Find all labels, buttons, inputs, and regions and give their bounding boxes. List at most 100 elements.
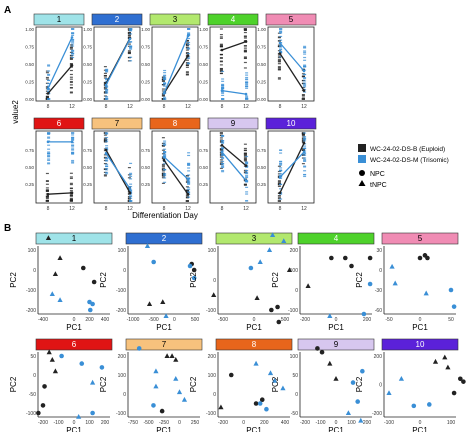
data-tick bbox=[243, 57, 247, 59]
y-tick-label: 0 bbox=[123, 268, 126, 274]
facet-strip-4 bbox=[207, 13, 259, 26]
point-tnpc bbox=[49, 357, 55, 362]
data-tick bbox=[45, 187, 49, 189]
data-tick bbox=[219, 67, 223, 70]
data-tick bbox=[163, 151, 167, 153]
point-npc bbox=[187, 263, 193, 269]
data-tick bbox=[163, 181, 167, 183]
data-tick bbox=[47, 152, 51, 155]
point-npc bbox=[40, 403, 46, 408]
line-facet-2: 2 1.00 0.75 0.50 0.25 0.00 8 12 bbox=[83, 13, 143, 110]
point-npc bbox=[191, 267, 197, 273]
data-tick bbox=[219, 57, 223, 59]
facet-label-2: 2 bbox=[115, 15, 120, 24]
data-tick bbox=[221, 166, 225, 169]
data-tick bbox=[69, 48, 73, 50]
series-point bbox=[46, 87, 50, 90]
data-tick bbox=[303, 59, 307, 61]
data-tick bbox=[71, 50, 75, 52]
data-tick bbox=[47, 158, 51, 160]
series-point bbox=[244, 92, 248, 96]
series-point bbox=[128, 187, 132, 191]
series-point bbox=[302, 150, 306, 154]
data-tick bbox=[277, 77, 281, 79]
data-tick bbox=[187, 33, 191, 35]
data-tick bbox=[219, 137, 223, 139]
data-tick bbox=[129, 47, 133, 49]
y-tick-label: 1.00 bbox=[141, 27, 150, 32]
data-tick bbox=[219, 149, 223, 151]
data-tick bbox=[71, 149, 75, 151]
data-tick bbox=[161, 166, 165, 168]
data-tick bbox=[277, 66, 281, 68]
data-tick bbox=[243, 49, 247, 51]
y-tick-label: 0.25 bbox=[83, 182, 92, 187]
point-npc bbox=[417, 255, 423, 261]
data-tick bbox=[103, 72, 107, 74]
data-tick bbox=[161, 88, 165, 90]
data-tick bbox=[245, 85, 249, 88]
series-point bbox=[162, 158, 166, 162]
data-tick bbox=[303, 66, 307, 68]
data-tick bbox=[221, 163, 225, 165]
data-tick bbox=[69, 73, 73, 76]
data-tick bbox=[69, 80, 73, 83]
data-tick bbox=[277, 197, 281, 199]
x-tick-label: -50 bbox=[385, 317, 392, 323]
data-tick bbox=[185, 66, 189, 68]
y-tick-label: 0.00 bbox=[141, 97, 150, 102]
point-npc bbox=[367, 255, 373, 261]
point-tnpc bbox=[211, 292, 217, 297]
line-facet-9: 9 0.75 0.50 0.25 8 12 bbox=[199, 117, 259, 212]
data-tick bbox=[71, 41, 75, 43]
series-point bbox=[186, 177, 190, 181]
data-tick bbox=[187, 180, 191, 182]
y-tick-label: 0.75 bbox=[141, 45, 150, 50]
data-tick bbox=[303, 140, 307, 142]
facet-frame bbox=[93, 130, 141, 204]
data-tick bbox=[243, 50, 247, 52]
x-axis-title: PC1 bbox=[412, 323, 428, 332]
data-tick bbox=[279, 48, 283, 51]
data-tick bbox=[127, 198, 131, 200]
data-tick bbox=[45, 172, 49, 175]
data-tick bbox=[163, 163, 167, 165]
data-tick bbox=[71, 138, 75, 140]
x-tick-label: 0 bbox=[173, 317, 176, 323]
data-tick bbox=[279, 162, 283, 164]
data-tick bbox=[161, 94, 165, 97]
data-tick bbox=[47, 79, 51, 82]
data-tick bbox=[105, 133, 109, 135]
data-tick bbox=[45, 96, 49, 98]
point-npc bbox=[36, 410, 41, 416]
y-tick-label: 0.00 bbox=[257, 97, 266, 102]
data-tick bbox=[245, 72, 249, 74]
point-tnpc bbox=[218, 404, 224, 410]
pca-facet-2: 2 100 0 -100 -200-1000 -500 0 500 PC1 PC2 bbox=[99, 232, 203, 332]
data-tick bbox=[71, 146, 75, 148]
data-tick bbox=[303, 82, 307, 84]
data-tick bbox=[277, 69, 281, 71]
data-tick bbox=[221, 154, 225, 156]
facet-strip-8 bbox=[215, 338, 293, 351]
x-tick-label: 0 bbox=[73, 420, 76, 426]
data-tick bbox=[243, 183, 247, 185]
series-line-euploid bbox=[279, 53, 305, 91]
data-tick bbox=[71, 148, 75, 150]
data-tick bbox=[245, 81, 249, 84]
data-tick bbox=[243, 154, 247, 157]
data-tick bbox=[163, 76, 167, 78]
point-tnpc bbox=[327, 360, 333, 366]
data-tick bbox=[105, 159, 109, 161]
point-npc bbox=[360, 368, 365, 374]
y-tick-label: 0 bbox=[295, 288, 298, 294]
point-tnpc bbox=[280, 385, 286, 391]
y-tick-label: -100 bbox=[26, 411, 36, 417]
data-tick bbox=[279, 152, 283, 154]
data-tick bbox=[243, 153, 247, 155]
point-npc bbox=[90, 301, 95, 307]
data-tick bbox=[69, 76, 73, 78]
data-tick bbox=[303, 85, 307, 87]
y-tick-label: 50 bbox=[30, 354, 36, 360]
y-tick-label: -200 bbox=[116, 308, 126, 314]
